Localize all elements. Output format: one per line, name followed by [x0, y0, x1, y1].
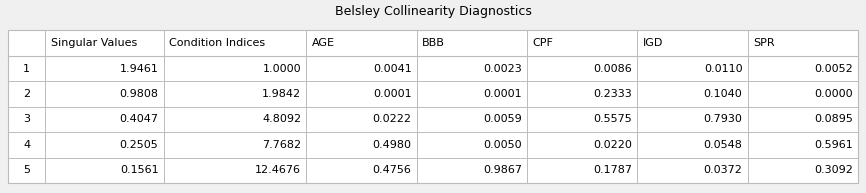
Text: 0.0023: 0.0023 [483, 64, 522, 74]
Text: 0.4047: 0.4047 [120, 114, 158, 124]
Text: 0.0372: 0.0372 [703, 165, 742, 175]
Text: 0.0548: 0.0548 [703, 140, 742, 150]
Text: 0.0222: 0.0222 [372, 114, 411, 124]
Text: 0.3092: 0.3092 [814, 165, 853, 175]
Text: 0.9808: 0.9808 [120, 89, 158, 99]
Text: 0.4980: 0.4980 [372, 140, 411, 150]
Text: 0.0000: 0.0000 [814, 89, 853, 99]
Text: 0.0041: 0.0041 [372, 64, 411, 74]
Text: CPF: CPF [533, 38, 553, 48]
Text: 12.4676: 12.4676 [255, 165, 301, 175]
Text: 0.2333: 0.2333 [593, 89, 632, 99]
Text: Singular Values: Singular Values [50, 38, 137, 48]
Text: 5: 5 [23, 165, 30, 175]
Text: 0.9867: 0.9867 [483, 165, 522, 175]
Text: 0.0895: 0.0895 [814, 114, 853, 124]
Text: Condition Indices: Condition Indices [169, 38, 265, 48]
Text: 1.9461: 1.9461 [120, 64, 158, 74]
Text: 0.1040: 0.1040 [704, 89, 742, 99]
Text: 0.0220: 0.0220 [593, 140, 632, 150]
Text: 0.0050: 0.0050 [483, 140, 522, 150]
Text: 3: 3 [23, 114, 30, 124]
Text: Belsley Collinearity Diagnostics: Belsley Collinearity Diagnostics [334, 5, 532, 19]
Text: 0.0086: 0.0086 [593, 64, 632, 74]
Text: 0.5575: 0.5575 [593, 114, 632, 124]
Text: 1.0000: 1.0000 [262, 64, 301, 74]
Text: 0.5961: 0.5961 [814, 140, 853, 150]
Text: 0.7930: 0.7930 [703, 114, 742, 124]
Text: 0.0052: 0.0052 [814, 64, 853, 74]
Text: IGD: IGD [643, 38, 663, 48]
Text: 0.0110: 0.0110 [704, 64, 742, 74]
Text: 1.9842: 1.9842 [262, 89, 301, 99]
Text: 0.2505: 0.2505 [120, 140, 158, 150]
Text: BBB: BBB [422, 38, 445, 48]
Text: 0.0059: 0.0059 [483, 114, 522, 124]
Text: 4: 4 [23, 140, 30, 150]
Text: 7.7682: 7.7682 [262, 140, 301, 150]
Text: 0.0001: 0.0001 [483, 89, 522, 99]
Text: 0.4756: 0.4756 [372, 165, 411, 175]
Text: 2: 2 [23, 89, 30, 99]
Text: 0.1561: 0.1561 [120, 165, 158, 175]
Text: 1: 1 [23, 64, 30, 74]
Text: AGE: AGE [312, 38, 334, 48]
Text: SPR: SPR [753, 38, 774, 48]
Text: 4.8092: 4.8092 [262, 114, 301, 124]
Text: 0.1787: 0.1787 [593, 165, 632, 175]
Text: 0.0001: 0.0001 [373, 89, 411, 99]
